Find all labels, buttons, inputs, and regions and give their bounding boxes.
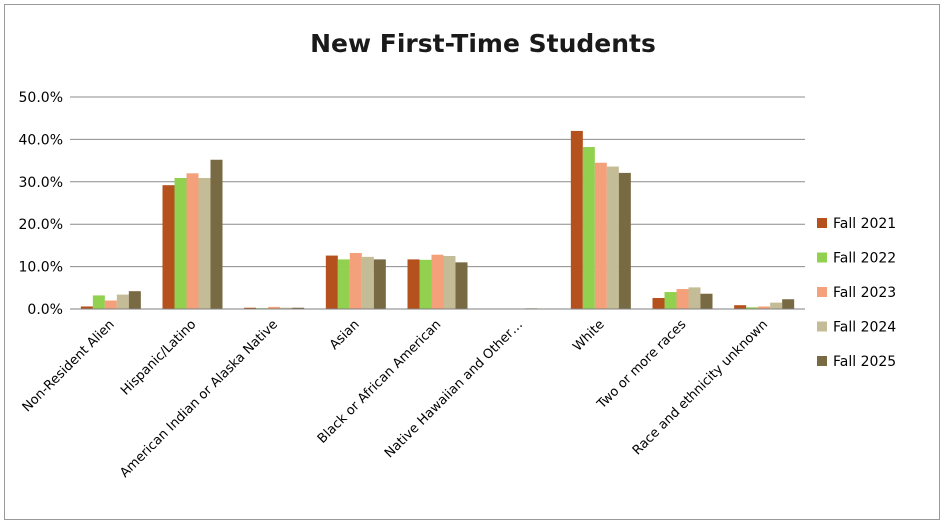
bar [349,253,362,309]
bar [782,299,795,309]
bar [664,292,677,309]
x-axis-categories: Non-Resident Alien Hispanic/LatinoAmerica… [20,317,771,481]
legend-label: Fall 2022 [833,251,896,267]
legend-item: Fall 2023 [817,285,896,301]
y-tick-label: 50.0% [19,90,63,106]
bar [80,306,93,309]
legend-item: Fall 2022 [817,251,896,267]
x-category-label: Non-Resident Alien [20,317,118,415]
x-category-label: Hispanic/Latino [118,317,199,398]
bar [770,302,783,309]
bar [186,173,199,309]
x-category-label: Race and ethnicity unknown [630,317,771,458]
legend-swatch [817,287,827,297]
y-tick-label: 30.0% [19,175,63,191]
bar [162,185,175,309]
bar [268,306,281,309]
bar [128,291,141,309]
y-tick-label: 0.0% [27,302,63,318]
legend-swatch [817,321,827,332]
legend-swatch [817,252,827,263]
legend: Fall 2021 Fall 2022 Fall 2023 Fall 2024 Fall… [817,216,896,370]
bar [431,254,444,309]
bar [700,293,713,309]
bar [92,295,105,309]
bar [361,256,374,309]
x-category-label: Two or more races [594,317,690,413]
bar [419,259,432,309]
chart-frame [4,4,940,520]
legend-label: Fall 2025 [833,354,896,370]
bar [116,294,129,309]
bar [594,162,607,309]
legend-swatch [817,218,827,228]
chart-title: New First-Time Students [310,29,656,58]
legend-item: Fall 2025 [817,354,896,370]
bar [618,172,631,309]
bar [652,297,665,309]
bar [746,307,759,309]
y-tick-label: 20.0% [19,217,63,233]
bar [292,307,305,309]
bar [174,177,187,309]
bars [80,130,795,309]
bar [210,159,223,309]
bar [606,166,619,309]
legend-label: Fall 2023 [833,285,896,301]
bar [104,300,117,309]
bar [198,177,211,309]
bar [758,306,771,309]
bar [337,259,350,309]
bar [407,259,420,309]
y-tick-label: 40.0% [19,132,63,148]
legend-swatch [817,356,827,366]
legend-label: Fall 2024 [833,320,896,336]
bar [325,255,338,309]
bar [676,289,689,309]
y-axis-ticks: 0.0% 10.0% 20.0% 30.0% 40.0% 50.0% [19,90,63,318]
x-category-label: American Indian or Alaska Native [117,317,281,481]
legend-item: Fall 2024 [817,320,896,336]
legend-item: Fall 2021 [817,216,896,232]
bar [443,256,456,309]
bar [455,262,468,309]
bar [373,259,386,309]
bar [582,147,595,309]
x-category-label: Native Hawaiian and Other… [382,317,526,461]
bar [280,307,293,309]
legend-label: Fall 2021 [833,216,896,232]
x-category-label: Asian [327,317,363,353]
bar [244,307,257,309]
bar [570,130,583,309]
y-tick-label: 10.0% [19,260,63,276]
x-category-label: White [570,317,607,354]
bar [688,287,701,309]
bar [734,305,747,309]
